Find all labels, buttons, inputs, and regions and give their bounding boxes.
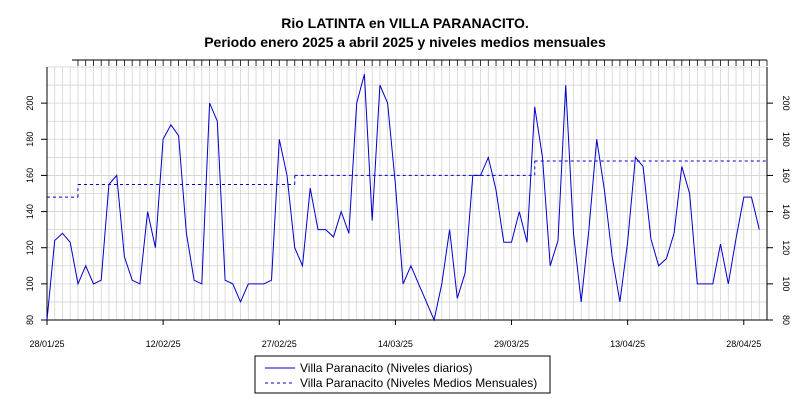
y-tick-label-left: 120 <box>25 240 35 255</box>
chart-subtitle: Periodo enero 2025 a abril 2025 y nivele… <box>204 34 606 50</box>
series-area <box>46 74 767 322</box>
legend-box <box>254 355 551 394</box>
x-tick-label: 28/01/25 <box>29 339 64 349</box>
series-line-daily <box>46 74 760 322</box>
y-tick-label-left: 200 <box>25 96 35 111</box>
x-tick-label: 12/02/25 <box>146 339 181 349</box>
x-tick-label: 27/02/25 <box>262 339 297 349</box>
y-tick-label-right: 80 <box>781 315 791 325</box>
grid <box>46 66 768 321</box>
y-tick-label-right: 200 <box>781 96 791 111</box>
legend: Villa Paranacito (Niveles diarios) Villa… <box>254 355 551 394</box>
legend-label-daily: Villa Paranacito (Niveles diarios) <box>300 361 473 375</box>
x-tick-label: 29/03/25 <box>494 339 529 349</box>
y-tick-label-right: 120 <box>781 240 791 255</box>
x-tick-label: 28/04/25 <box>726 339 761 349</box>
y-tick-label-right: 180 <box>781 132 791 147</box>
x-tick-label: 14/03/25 <box>378 339 413 349</box>
y-tick-label-left: 100 <box>25 276 35 291</box>
y-tick-label-left: 140 <box>25 204 35 219</box>
x-tick-label: 13/04/25 <box>610 339 645 349</box>
axes: 80 80 100 100 120 120 140 140 160 160 180 180 200 200… <box>25 59 791 349</box>
y-tick-label-left: 160 <box>25 168 35 183</box>
legend-label-monthly: Villa Paranacito (Niveles Medios Mensual… <box>300 376 537 390</box>
y-tick-label-left: 80 <box>25 315 35 325</box>
y-tick-label-right: 160 <box>781 168 791 183</box>
chart-title: Rio LATINTA en VILLA PARANACITO. <box>281 15 529 31</box>
y-tick-label-left: 180 <box>25 132 35 147</box>
y-tick-label-right: 100 <box>781 276 791 291</box>
y-tick-label-right: 140 <box>781 204 791 219</box>
